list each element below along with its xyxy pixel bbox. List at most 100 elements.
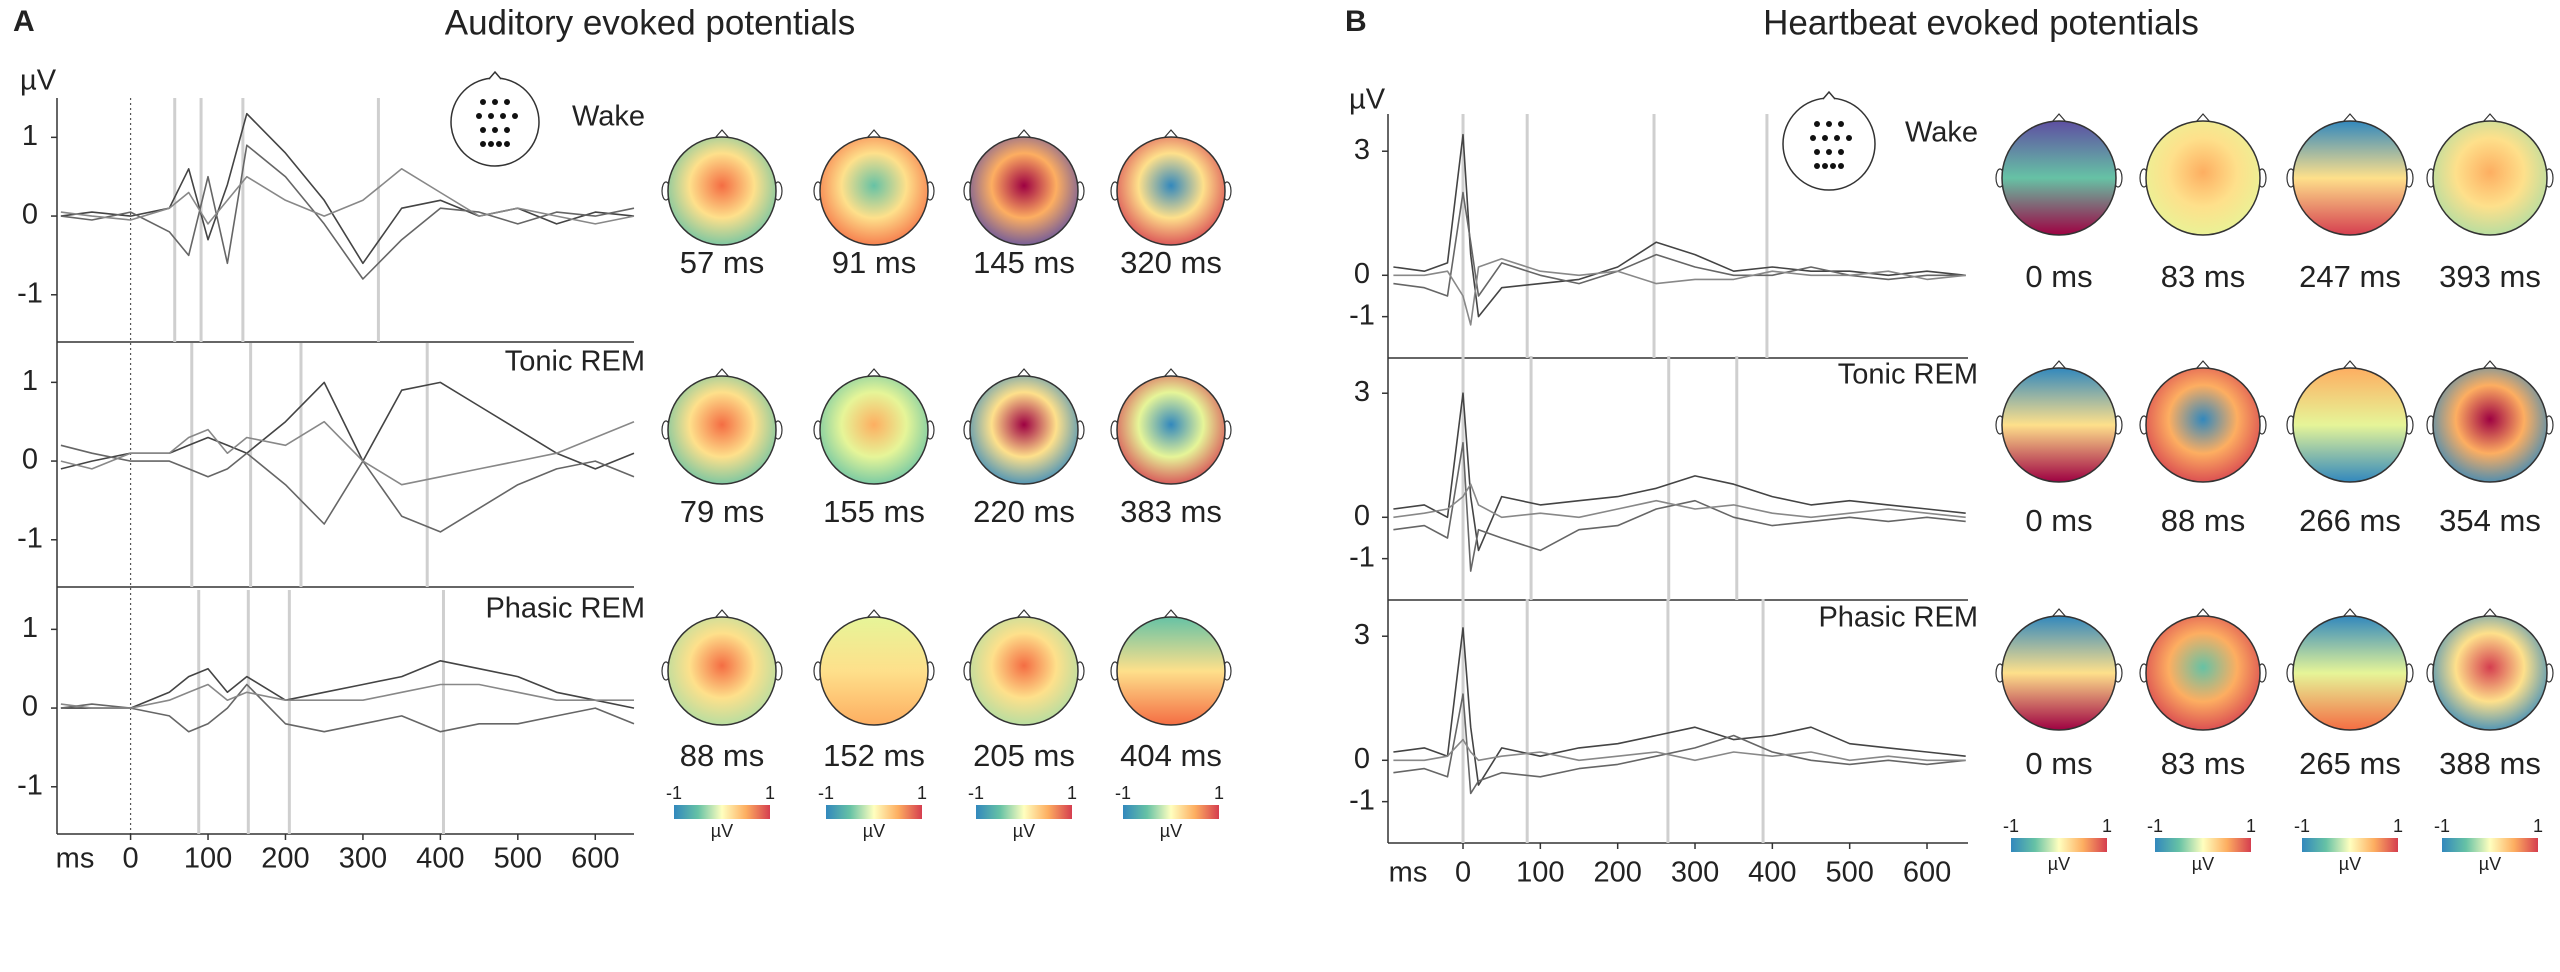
colorbar-label: µV [1013,821,1035,841]
y-tick-label: 0 [1354,743,1370,775]
trace [60,420,635,486]
y-tick-label: 1 [22,365,38,397]
trace [1393,257,1966,326]
y-tick-label: 1 [22,120,38,152]
y-tick-label: -1 [1349,541,1375,573]
trace [60,683,635,733]
trace [1393,442,1966,572]
trace [60,683,634,709]
trace [1393,392,1966,552]
colorbar [674,805,770,819]
latency-label: 83 ms [2161,746,2245,781]
x-axis-label: ms [1389,857,1428,889]
topomap [2432,120,2548,236]
latency-label: 0 ms [2025,259,2092,294]
panel-letter: B [1345,5,1367,38]
panel-name: Wake [1905,117,1978,149]
topomap [2292,120,2408,236]
latency-label: 152 ms [823,738,925,773]
latency-label: 247 ms [2299,259,2401,294]
x-tick-label: 600 [1903,857,1951,889]
colorbar-label: µV [2192,854,2214,874]
x-tick-label: 500 [494,843,542,875]
topomap [819,616,929,726]
colorbar-tick-label: -1 [2434,816,2450,836]
x-tick-label: 400 [1748,857,1796,889]
panel-letter: A [13,5,35,38]
panel-name: Tonic REM [1838,359,1978,391]
trace [60,144,635,280]
colorbar [2302,838,2398,852]
y-tick-label: 0 [22,444,38,476]
latency-label: 57 ms [680,245,764,280]
y-tick-label: 3 [1354,134,1370,166]
colorbar-tick-label: -1 [666,783,682,803]
panel-name: Tonic REM [505,346,645,378]
electrode-icon [1782,90,1876,191]
y-axis-label: µV [20,65,57,97]
latency-label: 265 ms [2299,746,2401,781]
topomap [2432,615,2548,731]
colorbar-tick-label: -1 [818,783,834,803]
colorbar-tick-label: 1 [1067,783,1077,803]
colorbar-tick-label: -1 [1115,783,1131,803]
x-tick-label: 300 [1671,857,1719,889]
colorbar-tick-label: -1 [2003,816,2019,836]
topomap [819,375,929,485]
x-tick-label: 500 [1825,857,1873,889]
colorbar-tick-label: -1 [2294,816,2310,836]
trace [60,444,635,533]
colorbar-tick-label: 1 [2393,816,2403,836]
x-tick-label: 0 [123,843,139,875]
latency-label: 79 ms [680,494,764,529]
topomap [2145,367,2261,483]
trace [1393,483,1966,519]
trace [1393,133,1966,318]
y-tick-label: 0 [1354,258,1370,290]
colorbar-label: µV [863,821,885,841]
colorbar-label: µV [1160,821,1182,841]
topomap [1116,375,1226,485]
trace [60,168,635,225]
latency-label: 205 ms [973,738,1075,773]
panel-name: Phasic REM [1818,602,1978,634]
y-tick-label: 3 [1354,619,1370,651]
colorbar-tick-label: 1 [2102,816,2112,836]
y-tick-label: -1 [17,277,43,309]
colorbar-tick-label: 1 [2533,816,2543,836]
colorbar-label: µV [2339,854,2361,874]
x-axis-label: ms [56,843,95,875]
y-tick-label: -1 [1349,299,1375,331]
topomap [2432,367,2548,483]
colorbar [826,805,922,819]
x-tick-label: 0 [1455,857,1471,889]
topomap [1116,616,1226,726]
electrode-icon [450,70,540,167]
topomap [2145,120,2261,236]
colorbar [2155,838,2251,852]
x-tick-label: 200 [1593,857,1641,889]
latency-label: 145 ms [973,245,1075,280]
colorbar-tick-label: -1 [968,783,984,803]
colorbar-label: µV [2048,854,2070,874]
topomap [2001,367,2117,483]
trace [60,381,635,470]
latency-label: 383 ms [1120,494,1222,529]
latency-label: 220 ms [973,494,1075,529]
topomap [2145,615,2261,731]
latency-label: 404 ms [1120,738,1222,773]
topomap [667,375,777,485]
x-tick-label: 100 [1516,857,1564,889]
latency-label: 388 ms [2439,746,2541,781]
colorbar [976,805,1072,819]
latency-label: 88 ms [680,738,764,773]
x-tick-label: 300 [339,843,387,875]
topomap [2292,615,2408,731]
y-tick-label: 1 [22,612,38,644]
colorbar [2011,838,2107,852]
trace [60,660,635,709]
colorbar-tick-label: 1 [2246,816,2256,836]
panel-name: Phasic REM [485,593,645,625]
panel-name: Wake [572,101,645,133]
